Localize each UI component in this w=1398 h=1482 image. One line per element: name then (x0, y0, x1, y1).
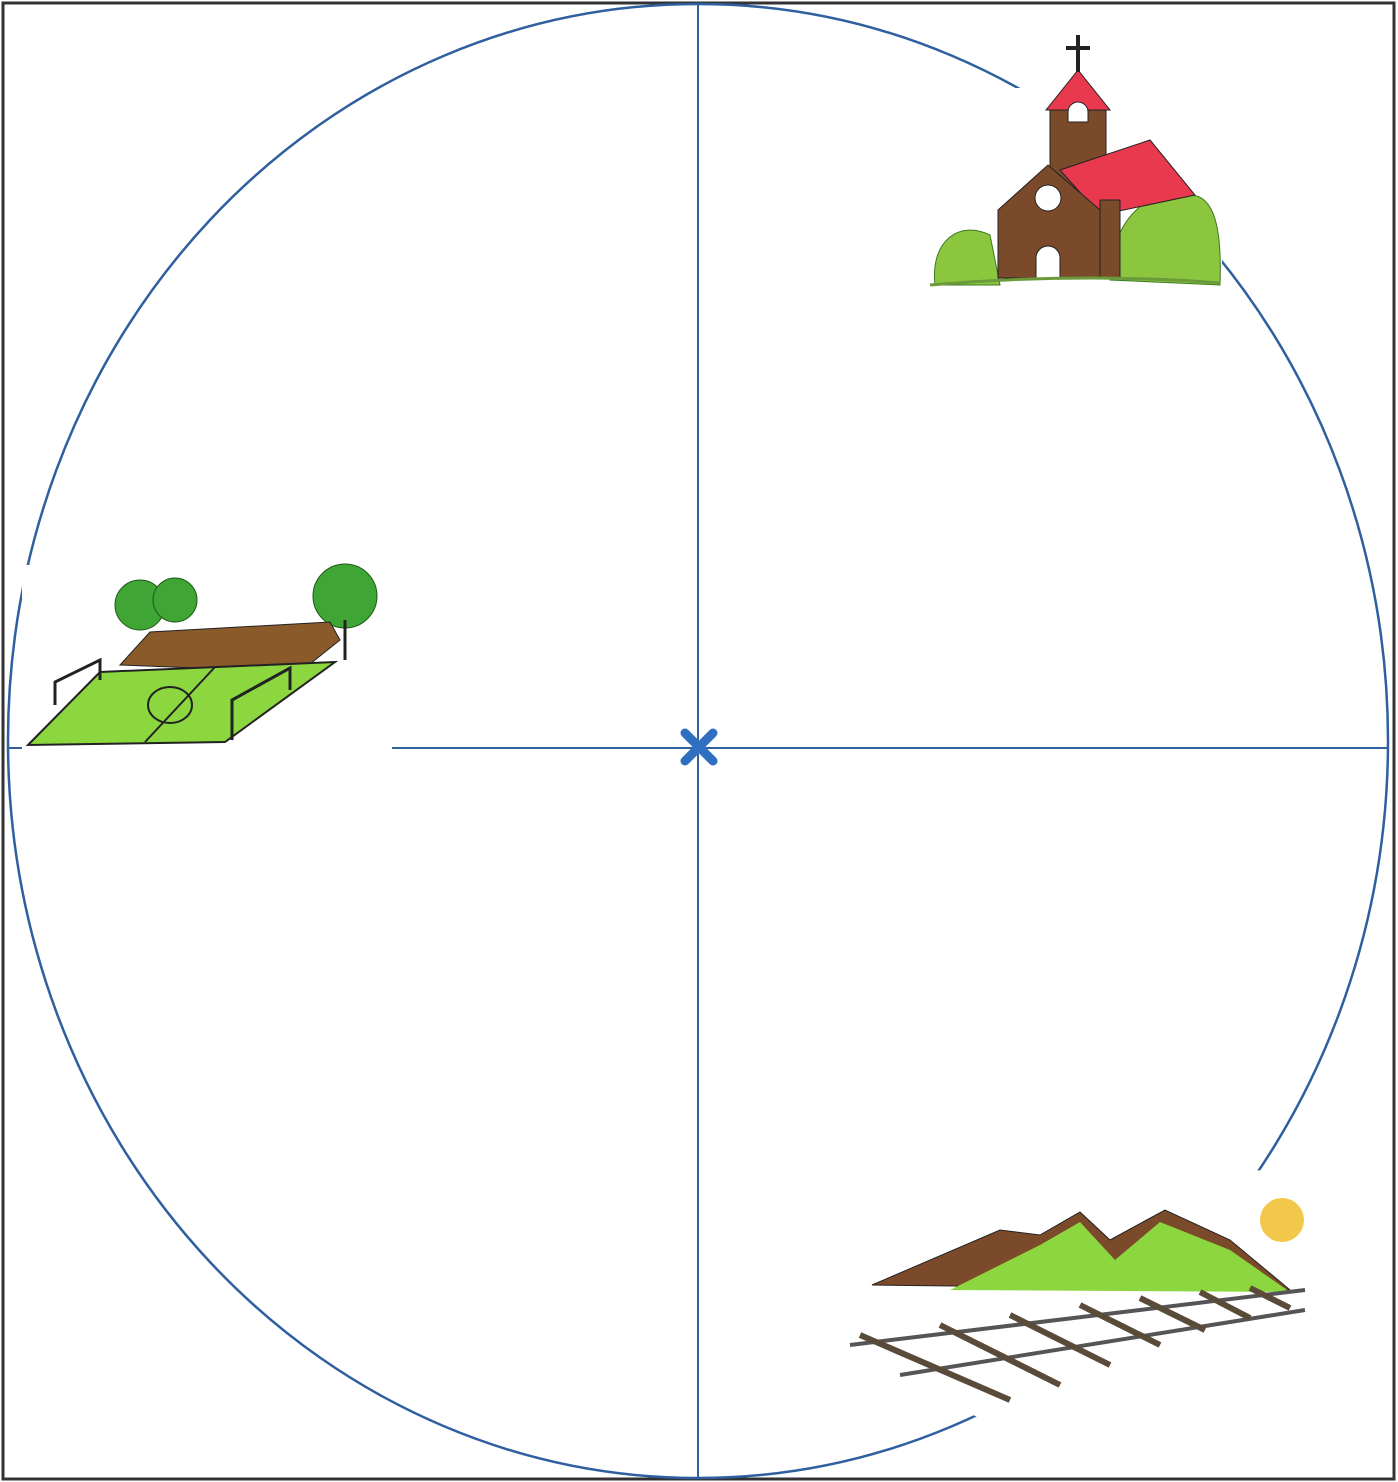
door (1036, 246, 1060, 278)
railway-illustration (840, 1170, 1310, 1420)
page-body (0, 0, 1398, 1482)
page: Orientation circle {} html, body { margi… (0, 0, 1398, 1482)
tree (153, 578, 197, 622)
tree (313, 564, 377, 628)
worksheet (0, 0, 1398, 1482)
sun (1260, 1198, 1304, 1242)
football-pitch-illustration (22, 564, 392, 749)
illustration-backdrop (840, 1170, 1310, 1420)
rose-window (1035, 185, 1061, 211)
tower-window (1068, 102, 1088, 122)
side-wall (1100, 200, 1120, 278)
